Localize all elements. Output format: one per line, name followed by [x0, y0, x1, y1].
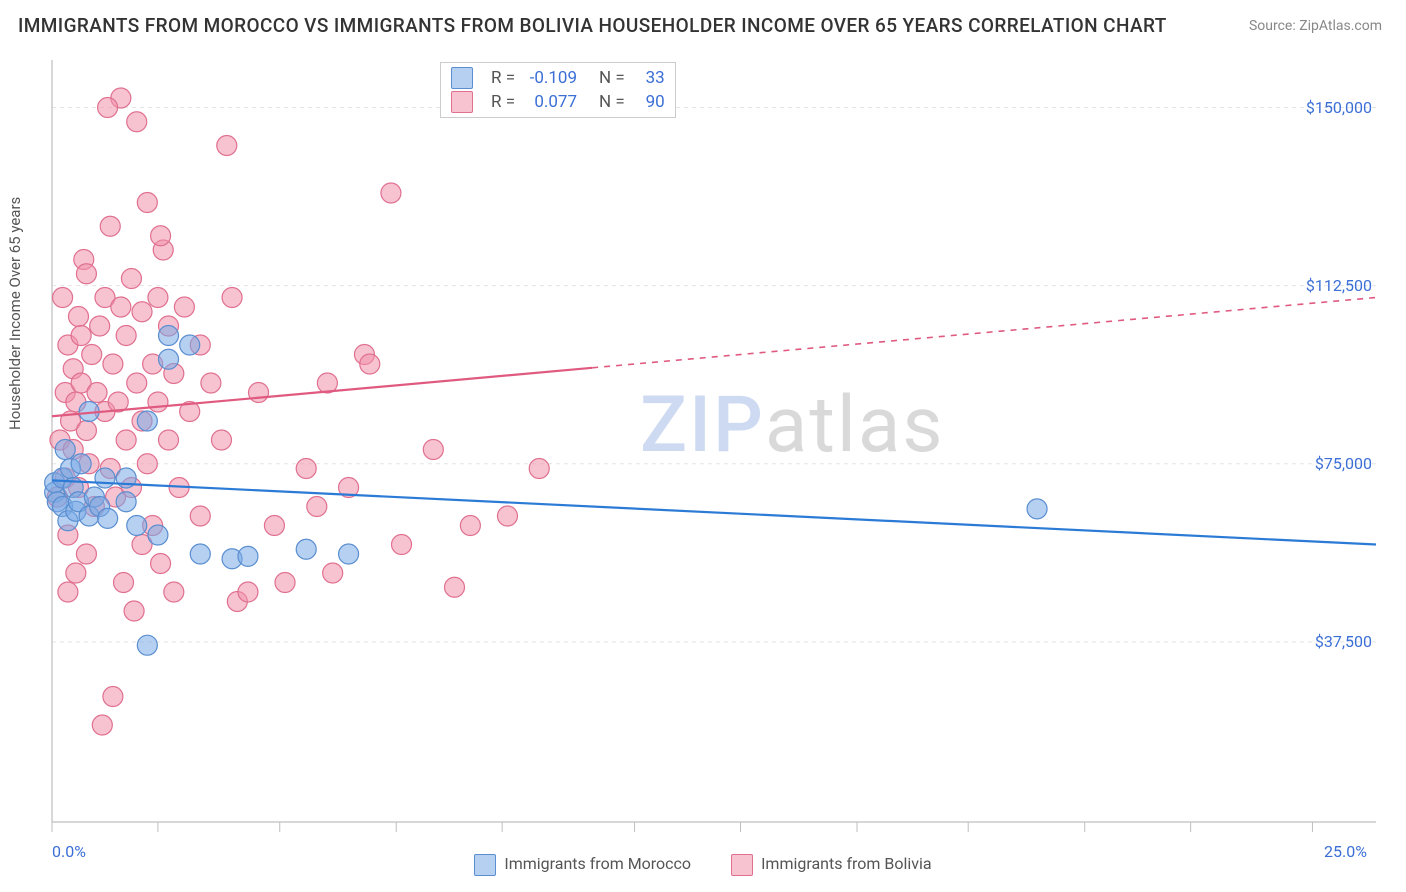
legend-item: Immigrants from Bolivia [731, 854, 932, 876]
data-point [201, 373, 221, 393]
data-point [180, 335, 200, 355]
trend-line-dashed [592, 298, 1376, 368]
data-point [137, 193, 157, 213]
data-point [103, 687, 123, 707]
data-point [76, 264, 96, 284]
data-point [423, 440, 443, 460]
stat-n-label: N = [599, 68, 625, 88]
data-point [151, 554, 171, 574]
data-point [87, 383, 107, 403]
data-point [222, 288, 242, 308]
data-point [323, 563, 343, 583]
data-point [497, 506, 517, 526]
data-point [127, 373, 147, 393]
data-point [55, 440, 75, 460]
stats-row: R = 0.077 N = 90 [451, 91, 665, 113]
stat-r-value: -0.109 [525, 68, 577, 88]
data-point [90, 316, 110, 336]
data-point [103, 354, 123, 374]
data-point [116, 326, 136, 346]
data-point [100, 216, 120, 236]
data-point [111, 297, 131, 317]
trend-line [52, 480, 1376, 544]
data-point [275, 573, 295, 593]
legend-label: Immigrants from Bolivia [761, 854, 932, 873]
data-point [76, 421, 96, 441]
data-point [148, 525, 168, 545]
data-point [121, 269, 141, 289]
data-point [124, 601, 144, 621]
data-point [238, 546, 258, 566]
correlation-stats-box: R = -0.109 N = 33 R = 0.077 N = 90 [440, 62, 676, 118]
data-point [164, 582, 184, 602]
data-point [68, 307, 88, 327]
data-point [381, 183, 401, 203]
data-point [249, 383, 269, 403]
stat-n-value: 90 [635, 92, 665, 112]
data-point [98, 508, 118, 528]
y-tick-label: $112,500 [1306, 276, 1372, 295]
data-point [159, 349, 179, 369]
legend-item: Immigrants from Morocco [474, 854, 691, 876]
scatter-chart [0, 0, 1406, 892]
data-point [159, 326, 179, 346]
legend-swatch [451, 67, 473, 89]
data-point [529, 459, 549, 479]
legend-label: Immigrants from Morocco [504, 854, 691, 873]
data-point [296, 539, 316, 559]
data-point [127, 516, 147, 536]
data-point [71, 454, 91, 474]
y-tick-label: $37,500 [1315, 632, 1372, 651]
legend-swatch [474, 854, 496, 876]
data-point [95, 468, 115, 488]
data-point [307, 497, 327, 517]
data-point [264, 516, 284, 536]
data-point [460, 516, 480, 536]
stat-r-value: 0.077 [525, 92, 577, 112]
data-point [82, 345, 102, 365]
data-point [159, 430, 179, 450]
data-point [132, 302, 152, 322]
data-point [137, 635, 157, 655]
data-point [339, 544, 359, 564]
data-point [127, 112, 147, 132]
data-point [190, 544, 210, 564]
data-point [71, 326, 91, 346]
data-point [148, 288, 168, 308]
data-point [76, 544, 96, 564]
data-point [296, 459, 316, 479]
data-point [98, 98, 118, 118]
data-point [211, 430, 231, 450]
data-point [116, 492, 136, 512]
data-point [190, 506, 210, 526]
data-point [444, 577, 464, 597]
data-point [92, 715, 112, 735]
data-point [174, 297, 194, 317]
data-point [360, 354, 380, 374]
y-tick-label: $150,000 [1306, 98, 1372, 117]
stat-n-label: N = [599, 92, 625, 112]
stats-row: R = -0.109 N = 33 [451, 67, 665, 89]
data-point [137, 454, 157, 474]
data-point [53, 288, 73, 308]
data-point [116, 430, 136, 450]
data-point [58, 582, 78, 602]
data-point [151, 226, 171, 246]
data-point [1027, 499, 1047, 519]
legend-swatch [731, 854, 753, 876]
footer-legend: Immigrants from Morocco Immigrants from B… [0, 854, 1406, 876]
data-point [217, 136, 237, 156]
stat-r-label: R = [491, 68, 515, 88]
data-point [238, 582, 258, 602]
data-point [392, 535, 412, 555]
data-point [66, 563, 86, 583]
data-point [148, 392, 168, 412]
data-point [113, 573, 133, 593]
stat-n-value: 33 [635, 68, 665, 88]
data-point [137, 411, 157, 431]
stat-r-label: R = [491, 92, 515, 112]
legend-swatch [451, 91, 473, 113]
y-tick-label: $75,000 [1315, 454, 1372, 473]
